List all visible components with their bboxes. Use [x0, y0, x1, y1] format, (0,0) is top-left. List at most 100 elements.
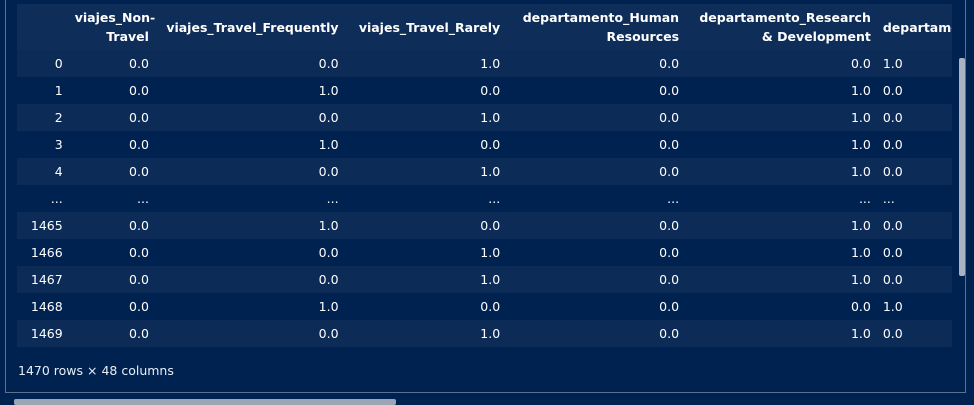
table-cell: 0.0: [876, 320, 952, 347]
table-cell: 0.0: [68, 158, 155, 185]
column-header: departamento_Sales: [876, 4, 952, 50]
table-cell: 1.0: [344, 50, 507, 77]
table-cell: 0.0: [506, 212, 686, 239]
table-cell: 1.0: [344, 266, 507, 293]
row-index: 0: [17, 50, 69, 77]
table-cell: 1.0: [344, 239, 507, 266]
table-cell: 0.0: [506, 131, 686, 158]
table-cell: 0.0: [506, 104, 686, 131]
table-cell: 1.0: [876, 293, 952, 320]
table-cell: 1.0: [685, 104, 877, 131]
table-cell: 1.0: [154, 77, 345, 104]
shape-caption: 1470 rows × 48 columns: [18, 363, 174, 378]
column-header: departamento_Research & Development: [685, 4, 877, 50]
table-cell: 0.0: [506, 77, 686, 104]
table-cell: 0.0: [68, 266, 155, 293]
table-cell: 0.0: [68, 104, 155, 131]
table-row: 1469 0.0 0.0 1.0 0.0 1.0 0.0: [17, 320, 952, 347]
table-cell: 0.0: [68, 293, 155, 320]
row-index: 2: [17, 104, 69, 131]
table-cell: 0.0: [154, 50, 345, 77]
table-row: .....................: [17, 185, 952, 212]
table-row: 2 0.0 0.0 1.0 0.0 1.0 0.0: [17, 104, 952, 131]
table-cell: 1.0: [685, 320, 877, 347]
table-cell: 0.0: [154, 239, 345, 266]
table-cell: 0.0: [506, 239, 686, 266]
row-index: ...: [17, 185, 69, 212]
header-row: viajes_Non-Travel viajes_Travel_Frequent…: [17, 4, 952, 50]
table-cell: 1.0: [344, 104, 507, 131]
table-cell: 1.0: [344, 320, 507, 347]
table-cell: 1.0: [876, 50, 952, 77]
table-cell: 0.0: [876, 104, 952, 131]
table-cell: 1.0: [685, 158, 877, 185]
table-cell: 1.0: [685, 131, 877, 158]
table-header: viajes_Non-Travel viajes_Travel_Frequent…: [17, 4, 952, 50]
table-cell: 0.0: [68, 239, 155, 266]
table-cell: 0.0: [685, 293, 877, 320]
table-cell: ...: [68, 185, 155, 212]
table-cell: 0.0: [68, 50, 155, 77]
table-cell: 0.0: [506, 158, 686, 185]
row-index: 3: [17, 131, 69, 158]
table-cell: ...: [506, 185, 686, 212]
row-index: 1469: [17, 320, 69, 347]
table-row: 1465 0.0 1.0 0.0 0.0 1.0 0.0: [17, 212, 952, 239]
table-cell: ...: [685, 185, 877, 212]
row-index: 4: [17, 158, 69, 185]
table-body: 0 0.0 0.0 1.0 0.0 0.0 1.0 1 0.0 1.0 0.0 0.0 1.0 0.0 2 0…: [17, 50, 952, 347]
table-cell: 0.0: [344, 212, 507, 239]
dataframe-table: viajes_Non-Travel viajes_Travel_Frequent…: [17, 4, 952, 347]
table-cell: 0.0: [68, 320, 155, 347]
table-cell: 0.0: [506, 266, 686, 293]
table-cell: ...: [154, 185, 345, 212]
table-cell: 0.0: [685, 50, 877, 77]
table-row: 1466 0.0 0.0 1.0 0.0 1.0 0.0: [17, 239, 952, 266]
table-cell: 0.0: [68, 212, 155, 239]
table-cell: 0.0: [876, 266, 952, 293]
row-index: 1465: [17, 212, 69, 239]
table-row: 1468 0.0 1.0 0.0 0.0 0.0 1.0: [17, 293, 952, 320]
table-cell: 0.0: [154, 104, 345, 131]
table-cell: 0.0: [154, 266, 345, 293]
table-cell: 1.0: [154, 212, 345, 239]
vertical-scrollbar[interactable]: [959, 58, 965, 276]
table-cell: 0.0: [344, 131, 507, 158]
column-header: viajes_Non-Travel: [68, 4, 155, 50]
table-cell: 0.0: [876, 131, 952, 158]
table-cell: 0.0: [344, 293, 507, 320]
row-index: 1: [17, 77, 69, 104]
row-index: 1466: [17, 239, 69, 266]
table-cell: 0.0: [154, 158, 345, 185]
table-row: 3 0.0 1.0 0.0 0.0 1.0 0.0: [17, 131, 952, 158]
table-cell: 1.0: [344, 158, 507, 185]
table-cell: 0.0: [68, 77, 155, 104]
table-viewport[interactable]: viajes_Non-Travel viajes_Travel_Frequent…: [17, 4, 952, 349]
horizontal-scrollbar[interactable]: [14, 399, 396, 405]
table-cell: 0.0: [68, 131, 155, 158]
table-cell: 0.0: [506, 293, 686, 320]
table-row: 4 0.0 0.0 1.0 0.0 1.0 0.0: [17, 158, 952, 185]
table-cell: 1.0: [154, 293, 345, 320]
table-row: 0 0.0 0.0 1.0 0.0 0.0 1.0: [17, 50, 952, 77]
table-cell: 0.0: [876, 239, 952, 266]
row-index: 1468: [17, 293, 69, 320]
table-row: 1 0.0 1.0 0.0 0.0 1.0 0.0: [17, 77, 952, 104]
table-row: 1467 0.0 0.0 1.0 0.0 1.0 0.0: [17, 266, 952, 293]
column-header: viajes_Travel_Rarely: [344, 4, 507, 50]
table-cell: 0.0: [154, 320, 345, 347]
table-cell: 0.0: [876, 212, 952, 239]
table-cell: 1.0: [685, 77, 877, 104]
table-cell: ...: [344, 185, 507, 212]
table-cell: 0.0: [876, 77, 952, 104]
dataframe-output: viajes_Non-Travel viajes_Travel_Frequent…: [5, 0, 966, 393]
table-cell: 0.0: [876, 158, 952, 185]
table-cell: 0.0: [344, 77, 507, 104]
column-header: departamento_Human Resources: [506, 4, 686, 50]
table-cell: ...: [876, 185, 952, 212]
table-cell: 1.0: [685, 239, 877, 266]
index-header: [17, 4, 69, 50]
table-cell: 0.0: [506, 320, 686, 347]
table-cell: 1.0: [685, 212, 877, 239]
table-cell: 0.0: [506, 50, 686, 77]
